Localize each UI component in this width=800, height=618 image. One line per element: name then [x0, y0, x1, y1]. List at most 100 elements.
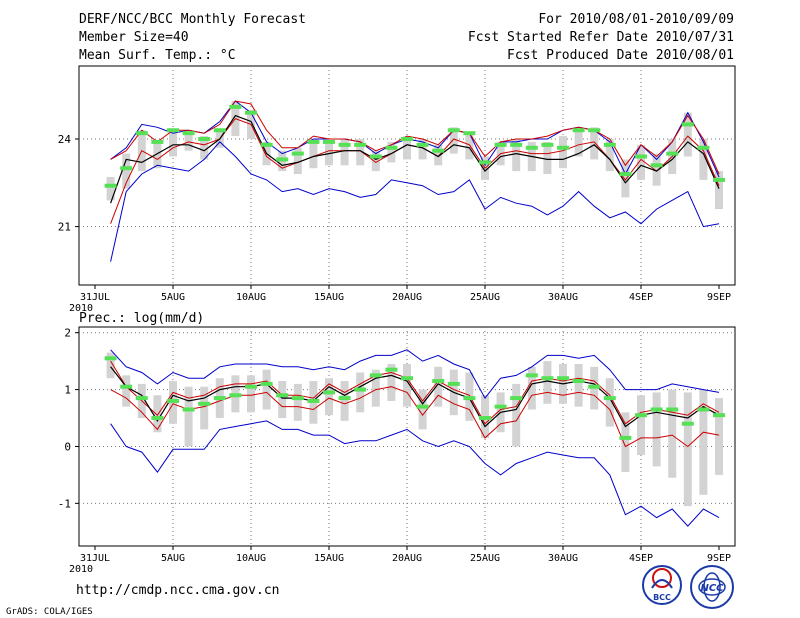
- ensemble-box: [590, 127, 599, 160]
- ensemble-box: [403, 363, 411, 407]
- temperature-chart: 21 24 31JUL 5AUG 10AUG 15AUG 20AUG 25AUG 30AUG 4S…: [58, 65, 736, 314]
- header-variable: Mean Surf. Temp.: °C: [79, 48, 236, 63]
- ensemble-box: [356, 372, 365, 413]
- ensemble-box: [543, 361, 552, 404]
- ensemble-box: [293, 147, 302, 175]
- ensemble-box: [715, 171, 723, 210]
- ncc-logo-icon: NCC: [690, 565, 734, 609]
- upper-quartile-line: [110, 100, 720, 175]
- envelope-lower-line: [110, 141, 720, 262]
- ensemble-box: [200, 386, 209, 430]
- ensemble-box: [465, 133, 474, 160]
- ensemble-box: [184, 386, 193, 447]
- ensemble-box: [122, 375, 131, 407]
- ensemble-box: [418, 389, 427, 430]
- x-tick-label: 20AUG: [392, 553, 422, 564]
- upper-quartile-line: [110, 360, 720, 425]
- ensemble-mean-line: [110, 366, 720, 428]
- x-year-label: 2010: [69, 303, 93, 314]
- ensemble-box: [715, 398, 723, 475]
- x-tick-label: 4SEP: [629, 292, 653, 303]
- ensemble-box: [652, 153, 661, 186]
- ensemble-box: [247, 375, 255, 413]
- header-start-date: Fcst Started Refer Date 2010/07/31: [468, 30, 734, 45]
- x-tick-label: 25AUG: [470, 553, 500, 564]
- ensemble-box: [668, 389, 677, 478]
- ensemble-box: [699, 389, 708, 495]
- ensemble-box: [325, 378, 333, 416]
- x-tick-label: 31JUL: [80, 553, 110, 564]
- ensemble-box: [559, 136, 567, 169]
- x-tick-label: 4SEP: [629, 553, 653, 564]
- envelope-upper-line: [110, 100, 720, 178]
- x-tick-label: 10AUG: [236, 553, 266, 564]
- ensemble-box: [543, 141, 552, 175]
- ensemble-box: [340, 139, 349, 166]
- ensemble-box: [683, 392, 692, 507]
- x-tick-label: 9SEP: [707, 292, 731, 303]
- ensemble-box: [605, 139, 614, 172]
- y-tick-label: 1: [64, 384, 71, 397]
- ensemble-box: [403, 136, 411, 160]
- x-tick-label: 9SEP: [707, 553, 731, 564]
- ensemble-box: [371, 150, 380, 172]
- x-tick-label: 10AUG: [236, 292, 266, 303]
- ensemble-box: [605, 378, 614, 427]
- ensemble-box: [699, 139, 708, 180]
- ensemble-box: [637, 144, 645, 180]
- x-tick-label: 30AUG: [548, 292, 578, 303]
- envelope-lower-line: [110, 420, 720, 527]
- precip-chart-title: Prec.: log(mm/d): [79, 311, 204, 326]
- ensemble-box: [106, 176, 115, 201]
- ensemble-box: [512, 139, 521, 172]
- x-tick-label: 20AUG: [392, 292, 422, 303]
- ensemble-box: [449, 127, 458, 154]
- ensemble-box: [637, 395, 645, 455]
- ensemble-box: [387, 363, 396, 401]
- ensemble-box: [106, 352, 115, 379]
- ensemble-box: [574, 127, 583, 157]
- ensemble-box: [574, 363, 583, 407]
- header-member-size: Member Size=40: [79, 30, 189, 45]
- ensemble-box: [434, 144, 443, 166]
- ensemble-box: [309, 139, 318, 169]
- lower-quartile-line: [110, 386, 720, 448]
- ensemble-box: [621, 159, 630, 198]
- bcc-logo-icon: BCC: [642, 565, 682, 605]
- ensemble-box: [153, 395, 162, 433]
- header-forecast-period: For 2010/08/01-2010/09/09: [538, 12, 734, 27]
- precipitation-chart: -1 0 1 2 31JUL 5AUG 10AUG 15AUG 20AUG 25AUG 30AUG 4…: [58, 326, 736, 575]
- y-tick-label: -1: [58, 497, 71, 510]
- ensemble-box: [371, 369, 380, 407]
- ensemble-box: [293, 383, 302, 421]
- x-tick-label: 15AUG: [314, 553, 344, 564]
- y-tick-label: 24: [58, 133, 72, 146]
- y-tick-label: 2: [64, 327, 71, 340]
- ensemble-box: [278, 381, 287, 419]
- ensemble-box: [418, 139, 427, 160]
- footer-credit: GrADS: COLA/IGES: [6, 607, 93, 617]
- x-tick-label: 30AUG: [548, 553, 578, 564]
- y-tick-label: 0: [64, 440, 71, 453]
- ensemble-box: [683, 112, 692, 157]
- ensemble-box: [200, 136, 209, 160]
- ensemble-box: [387, 141, 396, 163]
- ensemble-box: [262, 369, 271, 410]
- ncc-logo-label: NCC: [700, 583, 724, 594]
- envelope-upper-line: [110, 349, 720, 400]
- ensemble-box: [652, 392, 661, 467]
- ensemble-mean-line: [110, 114, 720, 204]
- y-tick-label: 21: [58, 221, 71, 234]
- x-tick-label: 25AUG: [470, 292, 500, 303]
- ensemble-box: [434, 366, 443, 407]
- x-tick-label: 15AUG: [314, 292, 344, 303]
- ensemble-box: [621, 412, 630, 473]
- footer-url[interactable]: http://cmdp.ncc.cma.gov.cn: [76, 583, 280, 598]
- header-title: DERF/NCC/BCC Monthly Forecast: [79, 12, 306, 27]
- header: DERF/NCC/BCC Monthly Forecast Member Siz…: [79, 12, 734, 63]
- ensemble-box: [340, 381, 349, 421]
- ensemble-box: [527, 366, 536, 410]
- ensemble-box: [512, 383, 521, 447]
- ensemble-box: [153, 141, 162, 169]
- ensemble-box: [122, 153, 131, 189]
